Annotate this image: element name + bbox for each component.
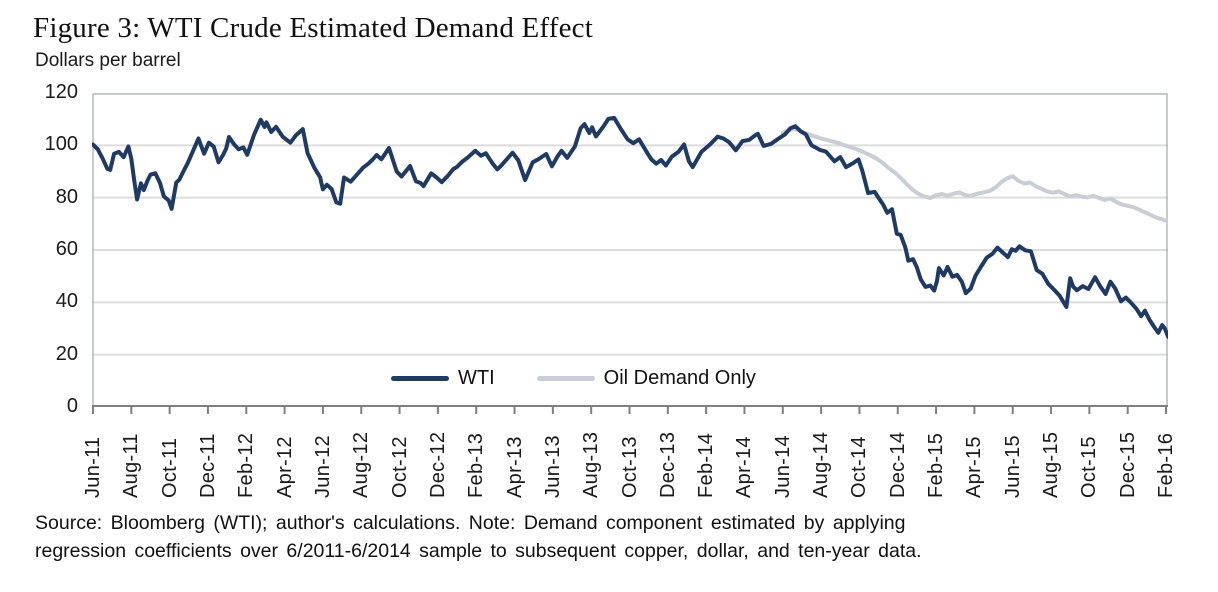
legend-label-oil-demand-only: Oil Demand Only [603, 366, 756, 389]
y-axis-tick-label: 60 [55, 238, 78, 260]
y-axis-tick-label: 40 [55, 290, 78, 313]
x-axis-tick-label: Aug-13 [580, 431, 603, 498]
x-axis-tick-label: Aug-12 [350, 431, 373, 498]
wti-line-swatch-icon [391, 375, 449, 381]
y-axis-tick-label: 100 [44, 133, 78, 156]
oil-demand-only-line-swatch-icon [536, 375, 595, 381]
x-axis-tick-label: Dec-14 [886, 431, 909, 498]
legend-item-wti: WTI [391, 367, 495, 390]
x-axis-tick-label: Feb-16 [1155, 432, 1177, 498]
chart-legend: WTI Oil Demand Only [391, 366, 756, 390]
x-axis-tick-label: Aug-14 [810, 431, 833, 498]
y-axis-tick-label: 120 [44, 81, 78, 103]
x-axis-tick-label: Jun-12 [311, 435, 334, 498]
y-axis-tick-label: 80 [55, 185, 78, 208]
x-axis-tick-label: Dec-12 [426, 431, 449, 498]
x-axis-tick-label: Feb-14 [695, 432, 718, 498]
x-axis-tick-label: Aug-11 [120, 433, 143, 498]
x-axis-tick-label: Oct-13 [618, 436, 641, 498]
x-axis-tick-label: Aug-15 [1040, 431, 1063, 498]
legend-label-wti: WTI [458, 366, 495, 389]
y-axis-tick-label: 20 [55, 342, 78, 365]
x-axis-tick-label: Dec-15 [1116, 431, 1139, 498]
x-axis-tick-label: Feb-13 [465, 432, 488, 498]
x-axis-tick-label: Dec-13 [656, 431, 679, 498]
x-axis-tick-label: Apr-12 [273, 436, 296, 498]
series-line-oil-demand-only [780, 126, 1168, 224]
x-axis-tick-label: Feb-15 [925, 432, 948, 498]
x-axis-tick-label: Jun-14 [771, 435, 794, 498]
x-axis-tick-label: Dec-11 [196, 433, 219, 498]
x-axis-tick-label: Oct-12 [388, 436, 411, 498]
chart-plot-area [92, 93, 1168, 414]
y-axis-unit-label: Dollars per barrel [35, 50, 181, 71]
x-axis-tick-label: Jun-13 [541, 435, 564, 498]
x-axis-tick-label: Apr-15 [963, 436, 986, 498]
page-title: Figure 3: WTI Crude Estimated Demand Eff… [33, 12, 593, 44]
legend-item-oil-demand-only: Oil Demand Only [536, 366, 756, 390]
x-axis-tick-label: Apr-14 [733, 436, 756, 498]
x-axis-tick-label: Jun-11 [82, 436, 104, 498]
y-axis-tick-label: 0 [66, 395, 78, 417]
x-axis-tick-label: Oct-11 [158, 437, 181, 498]
x-axis-tick-label: Jun-15 [1001, 435, 1024, 498]
series-line-wti [92, 115, 1168, 340]
source-note-line-2: regression coefficients over 6/2011-6/20… [35, 540, 922, 562]
x-axis-tick-label: Oct-15 [1078, 436, 1101, 498]
x-axis-tick-label: Feb-12 [235, 432, 258, 498]
x-axis-tick-label: Apr-13 [503, 436, 526, 498]
source-note-line-1: Source: Bloomberg (WTI); author's calcul… [35, 512, 906, 534]
x-axis-tick-label: Oct-14 [848, 436, 871, 498]
